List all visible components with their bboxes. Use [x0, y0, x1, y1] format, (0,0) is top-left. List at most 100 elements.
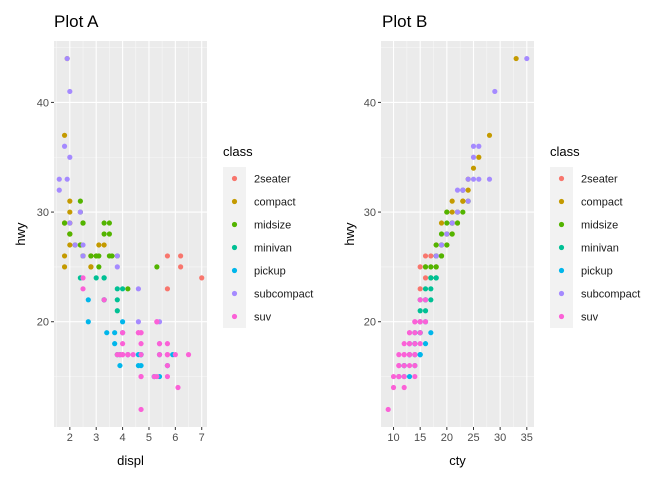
data-point-midsize: [444, 209, 449, 214]
data-point-subcompact: [78, 209, 83, 214]
data-point-midsize: [439, 231, 444, 236]
data-point-suv: [120, 330, 125, 335]
data-point-minivan: [428, 275, 433, 280]
data-point-pickup: [428, 330, 433, 335]
data-point-2seater: [178, 253, 183, 258]
data-point-subcompact: [439, 242, 444, 247]
data-point-subcompact: [524, 56, 529, 61]
data-point-midsize: [88, 253, 93, 258]
data-point-suv: [102, 297, 107, 302]
data-point-midsize: [80, 220, 85, 225]
data-point-midsize: [125, 286, 130, 291]
data-point-suv: [138, 341, 143, 346]
data-point-minivan: [102, 275, 107, 280]
data-point-suv: [412, 352, 417, 357]
legend-key-compact: [232, 199, 237, 204]
data-point-subcompact: [115, 253, 120, 258]
data-point-suv: [80, 286, 85, 291]
data-point-compact: [67, 242, 72, 247]
data-point-subcompact: [476, 177, 481, 182]
data-point-suv: [138, 407, 143, 412]
data-point-midsize: [428, 264, 433, 269]
data-point-suv: [391, 374, 396, 379]
data-point-suv: [407, 363, 412, 368]
x-tick-label: 15: [414, 432, 426, 444]
plot-b-x-axis-title: cty: [449, 453, 466, 468]
data-point-suv: [407, 352, 412, 357]
plot-b-y-axis-title: hwy: [342, 222, 357, 246]
data-point-minivan: [423, 308, 428, 313]
legend-key-2seater: [559, 176, 564, 181]
data-point-midsize: [439, 253, 444, 258]
data-point-midsize: [107, 253, 112, 258]
data-point-suv: [138, 352, 143, 357]
data-point-pickup: [86, 297, 91, 302]
data-point-2seater: [199, 275, 204, 280]
data-point-suv: [412, 374, 417, 379]
data-point-midsize: [107, 220, 112, 225]
data-point-suv: [402, 352, 407, 357]
data-point-pickup: [136, 363, 141, 368]
data-point-compact: [487, 133, 492, 138]
legend-label-midsize: midsize: [254, 220, 291, 232]
data-point-subcompact: [471, 155, 476, 160]
plot-a: Plot A 2 3 4 5 6 7 20 30 40 displ hwy class 2sea…: [13, 12, 313, 468]
legend-label-pickup: pickup: [254, 266, 286, 278]
y-tick-label: 30: [364, 207, 376, 219]
data-point-subcompact: [136, 286, 141, 291]
data-point-compact: [88, 264, 93, 269]
legend-label-subcompact: subcompact: [581, 289, 640, 301]
data-point-minivan: [434, 275, 439, 280]
data-point-minivan: [94, 275, 99, 280]
data-point-midsize: [455, 220, 460, 225]
data-point-suv: [402, 363, 407, 368]
data-point-compact: [96, 242, 101, 247]
data-point-suv: [186, 352, 191, 357]
data-point-suv: [120, 341, 125, 346]
data-point-midsize: [102, 220, 107, 225]
data-point-midsize: [444, 242, 449, 247]
plot-a-y-axis-title: hwy: [13, 222, 28, 246]
data-point-subcompact: [73, 242, 78, 247]
data-point-midsize: [96, 264, 101, 269]
data-point-suv: [125, 352, 130, 357]
legend-label-2seater: 2seater: [254, 174, 291, 186]
plot-b-legend-title: class: [550, 144, 580, 159]
data-point-subcompact: [80, 242, 85, 247]
data-point-minivan: [115, 308, 120, 313]
data-point-minivan: [418, 308, 423, 313]
legend-label-minivan: minivan: [581, 243, 619, 255]
data-point-suv: [165, 352, 170, 357]
data-point-subcompact: [471, 144, 476, 149]
data-point-suv: [396, 352, 401, 357]
data-point-subcompact: [57, 177, 62, 182]
x-tick-label: 4: [120, 432, 126, 444]
data-point-midsize: [154, 264, 159, 269]
data-point-subcompact: [471, 177, 476, 182]
data-point-compact: [466, 188, 471, 193]
data-point-suv: [152, 374, 157, 379]
data-point-suv: [157, 352, 162, 357]
y-tick-label: 40: [37, 97, 49, 109]
data-point-suv: [391, 385, 396, 390]
data-point-subcompact: [434, 253, 439, 258]
legend-key-2seater: [232, 176, 237, 181]
data-point-suv: [402, 374, 407, 379]
legend-key-compact: [559, 199, 564, 204]
legend-key-suv: [232, 314, 237, 319]
data-point-minivan: [428, 297, 433, 302]
data-point-midsize: [78, 199, 83, 204]
data-point-suv: [131, 352, 136, 357]
data-point-subcompact: [460, 188, 465, 193]
plot-a-x-axis-title: displ: [117, 453, 144, 468]
legend-key-minivan: [559, 245, 564, 250]
data-point-subcompact: [455, 188, 460, 193]
data-point-pickup: [117, 363, 122, 368]
legend-label-minivan: minivan: [254, 243, 292, 255]
legend-label-suv: suv: [581, 312, 599, 324]
legend-key-midsize: [559, 222, 564, 227]
data-point-pickup: [407, 374, 412, 379]
data-point-suv: [407, 341, 412, 346]
x-tick-label: 5: [146, 432, 152, 444]
data-point-midsize: [67, 231, 72, 236]
